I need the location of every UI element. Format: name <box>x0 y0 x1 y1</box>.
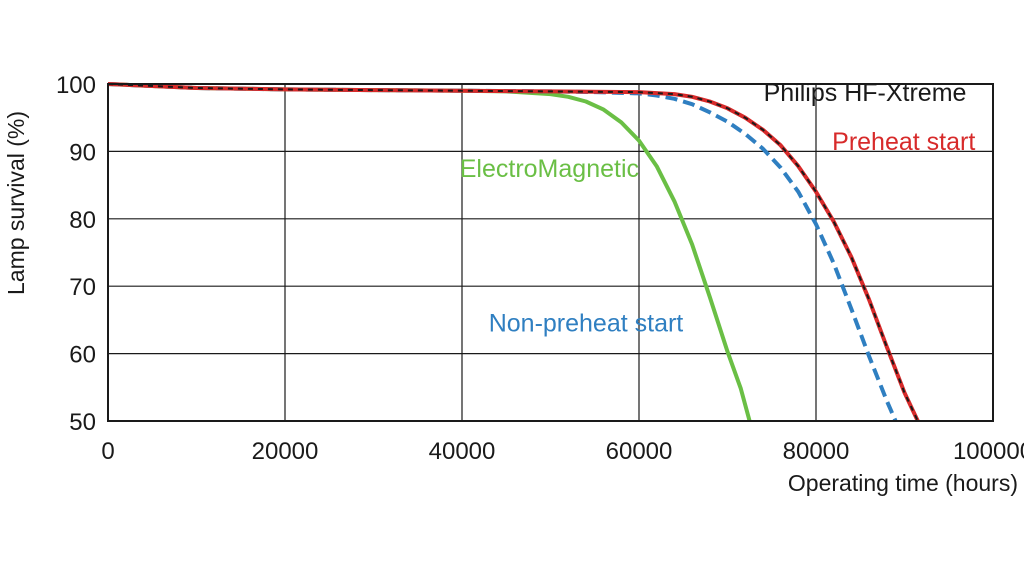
x-tick-label: 40000 <box>429 438 496 465</box>
series-label-non-preheat-start: Non-preheat start <box>489 309 684 337</box>
series-labels: Philips HF-Xtreme Preheat start ElectroMag… <box>460 79 976 338</box>
y-tick-label: 70 <box>69 274 96 301</box>
series-lines <box>107 82 920 422</box>
series-line-electromagnetic <box>107 82 752 422</box>
series-label-electromagnetic: ElectroMagnetic <box>460 155 639 183</box>
x-tick-label: 20000 <box>252 438 319 465</box>
plot-frame <box>107 83 994 422</box>
y-tick-labels: 50 60 70 80 90 100 <box>56 72 96 436</box>
y-tick-label: 100 <box>56 72 96 99</box>
x-axis-label: Operating time (hours) <box>788 470 1018 496</box>
series-line-preheat-start <box>107 82 920 422</box>
x-tick-label: 100000 <box>953 438 1024 465</box>
y-tick-label: 90 <box>69 139 96 166</box>
series-label-preheat-start: Preheat start <box>832 128 975 156</box>
series-label-philips-hf-xtreme: Philips HF-Xtreme <box>764 79 967 107</box>
y-tick-label: 50 <box>69 409 96 436</box>
x-tick-labels: 0 20000 40000 60000 80000 100000 <box>101 438 1024 465</box>
x-tick-label: 80000 <box>783 438 850 465</box>
series-line-philips-hf-xtreme <box>107 83 919 422</box>
x-tick-label: 0 <box>101 438 114 465</box>
y-axis-label: Lamp survival (%) <box>3 111 29 295</box>
x-tick-label: 60000 <box>606 438 673 465</box>
y-tick-label: 80 <box>69 207 96 234</box>
series-line-non-preheat-start <box>107 82 898 422</box>
y-tick-label: 60 <box>69 342 96 369</box>
